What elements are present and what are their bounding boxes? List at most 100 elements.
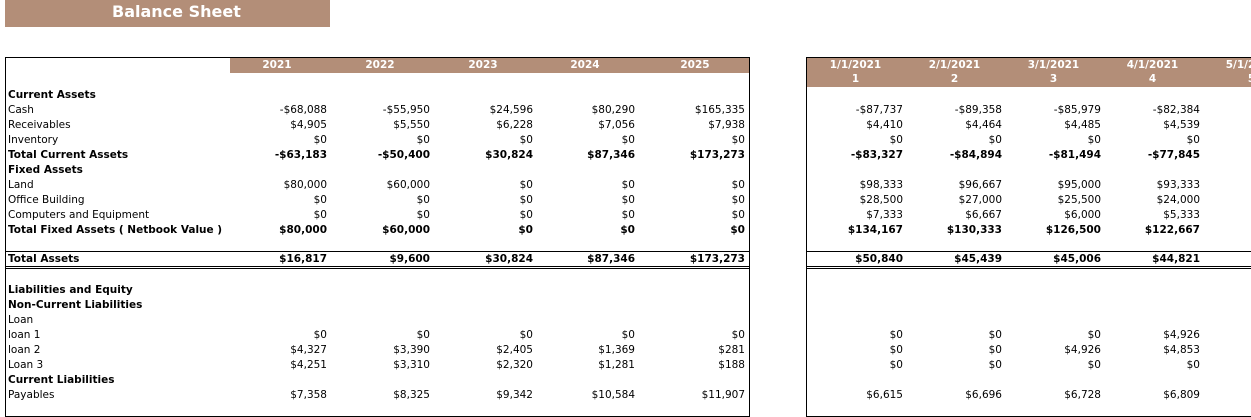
annual-value-cell[interactable]: $8,325 <box>393 389 430 401</box>
monthly-value-cell[interactable]: $0 <box>988 134 1002 146</box>
annual-value-cell[interactable]: $4,905 <box>290 119 327 131</box>
monthly-value-cell[interactable]: -$83,327 <box>850 149 903 161</box>
monthly-value-cell[interactable]: $4,539 <box>1163 119 1200 131</box>
monthly-value-cell[interactable]: $45,006 <box>1053 253 1101 265</box>
annual-value-cell[interactable]: $2,320 <box>496 359 533 371</box>
annual-value-cell[interactable]: $9,600 <box>389 253 430 265</box>
annual-value-cell[interactable]: $0 <box>621 194 635 206</box>
monthly-value-cell[interactable]: -$85,979 <box>1053 104 1101 116</box>
annual-value-cell[interactable]: $0 <box>519 194 533 206</box>
annual-value-cell[interactable]: $0 <box>731 134 745 146</box>
annual-value-cell[interactable]: $6,228 <box>496 119 533 131</box>
annual-value-cell[interactable]: $0 <box>519 329 533 341</box>
annual-value-cell[interactable]: $0 <box>731 179 745 191</box>
monthly-value-cell[interactable]: $6,000 <box>1064 209 1101 221</box>
monthly-value-cell[interactable]: $0 <box>1186 134 1200 146</box>
monthly-value-cell[interactable]: $98,333 <box>859 179 903 191</box>
annual-value-cell[interactable]: $10,584 <box>591 389 635 401</box>
annual-value-cell[interactable]: $0 <box>518 224 533 236</box>
monthly-value-cell[interactable]: $0 <box>988 359 1002 371</box>
annual-value-cell[interactable]: $3,310 <box>393 359 430 371</box>
monthly-value-cell[interactable]: $0 <box>988 344 1002 356</box>
monthly-value-cell[interactable]: $0 <box>1186 359 1200 371</box>
monthly-value-cell[interactable]: $96,667 <box>958 179 1002 191</box>
monthly-value-cell[interactable]: $25,500 <box>1057 194 1101 206</box>
annual-value-cell[interactable]: $30,824 <box>485 253 533 265</box>
annual-value-cell[interactable]: -$50,400 <box>377 149 430 161</box>
monthly-value-cell[interactable]: $0 <box>889 359 903 371</box>
annual-value-cell[interactable]: $1,369 <box>598 344 635 356</box>
annual-value-cell[interactable]: $0 <box>313 329 327 341</box>
annual-value-cell[interactable]: $0 <box>313 134 327 146</box>
annual-value-cell[interactable]: $7,358 <box>290 389 327 401</box>
annual-value-cell[interactable]: $3,390 <box>393 344 430 356</box>
monthly-value-cell[interactable]: $6,615 <box>866 389 903 401</box>
monthly-value-cell[interactable]: $0 <box>889 134 903 146</box>
monthly-value-cell[interactable]: $0 <box>1087 134 1101 146</box>
annual-value-cell[interactable]: $173,273 <box>689 253 745 265</box>
annual-value-cell[interactable]: $87,346 <box>587 149 635 161</box>
monthly-value-cell[interactable]: $0 <box>988 329 1002 341</box>
annual-value-cell[interactable]: $0 <box>416 194 430 206</box>
monthly-value-cell[interactable]: $4,485 <box>1064 119 1101 131</box>
annual-value-cell[interactable]: $0 <box>519 134 533 146</box>
monthly-value-cell[interactable]: $45,439 <box>954 253 1002 265</box>
monthly-value-cell[interactable]: $4,464 <box>965 119 1002 131</box>
annual-value-cell[interactable]: $24,596 <box>489 104 533 116</box>
annual-value-cell[interactable]: -$63,183 <box>274 149 327 161</box>
monthly-value-cell[interactable]: $122,667 <box>1144 224 1200 236</box>
monthly-value-cell[interactable]: -$84,894 <box>949 149 1002 161</box>
monthly-value-cell[interactable]: $4,853 <box>1163 344 1200 356</box>
annual-value-cell[interactable]: $0 <box>313 209 327 221</box>
annual-value-cell[interactable]: $11,907 <box>701 389 745 401</box>
monthly-value-cell[interactable]: $126,500 <box>1045 224 1101 236</box>
annual-value-cell[interactable]: $1,281 <box>598 359 635 371</box>
monthly-value-cell[interactable]: $0 <box>889 329 903 341</box>
monthly-value-cell[interactable]: -$87,737 <box>855 104 903 116</box>
monthly-value-cell[interactable]: $0 <box>1087 329 1101 341</box>
annual-value-cell[interactable]: $0 <box>621 209 635 221</box>
annual-value-cell[interactable]: $7,056 <box>598 119 635 131</box>
annual-value-cell[interactable]: $0 <box>731 209 745 221</box>
monthly-value-cell[interactable]: $50,840 <box>855 253 903 265</box>
annual-value-cell[interactable]: $281 <box>718 344 745 356</box>
monthly-value-cell[interactable]: $4,926 <box>1163 329 1200 341</box>
annual-value-cell[interactable]: $0 <box>730 224 745 236</box>
monthly-value-cell[interactable]: $134,167 <box>847 224 903 236</box>
monthly-value-cell[interactable]: $44,821 <box>1152 253 1200 265</box>
monthly-value-cell[interactable]: -$89,358 <box>954 104 1002 116</box>
monthly-value-cell[interactable]: $6,667 <box>965 209 1002 221</box>
monthly-value-cell[interactable]: $0 <box>1087 359 1101 371</box>
annual-value-cell[interactable]: $9,342 <box>496 389 533 401</box>
annual-value-cell[interactable]: $30,824 <box>485 149 533 161</box>
monthly-value-cell[interactable]: $95,000 <box>1057 179 1101 191</box>
annual-value-cell[interactable]: $0 <box>731 194 745 206</box>
monthly-value-cell[interactable]: $24,000 <box>1156 194 1200 206</box>
monthly-value-cell[interactable]: -$77,845 <box>1147 149 1200 161</box>
monthly-value-cell[interactable]: -$82,384 <box>1152 104 1200 116</box>
monthly-value-cell[interactable]: $0 <box>889 344 903 356</box>
annual-value-cell[interactable]: $80,000 <box>279 224 327 236</box>
annual-value-cell[interactable]: $80,290 <box>591 104 635 116</box>
annual-value-cell[interactable]: $2,405 <box>496 344 533 356</box>
monthly-value-cell[interactable]: $130,333 <box>946 224 1002 236</box>
annual-value-cell[interactable]: $4,251 <box>290 359 327 371</box>
monthly-value-cell[interactable]: $6,809 <box>1163 389 1200 401</box>
annual-value-cell[interactable]: $0 <box>416 134 430 146</box>
monthly-value-cell[interactable]: $6,696 <box>965 389 1002 401</box>
monthly-value-cell[interactable]: $5,333 <box>1163 209 1200 221</box>
monthly-value-cell[interactable]: $4,926 <box>1064 344 1101 356</box>
annual-value-cell[interactable]: $0 <box>313 194 327 206</box>
annual-value-cell[interactable]: $0 <box>731 329 745 341</box>
monthly-value-cell[interactable]: $28,500 <box>859 194 903 206</box>
annual-value-cell[interactable]: $5,550 <box>393 119 430 131</box>
annual-value-cell[interactable]: $0 <box>621 329 635 341</box>
annual-value-cell[interactable]: $0 <box>416 209 430 221</box>
monthly-value-cell[interactable]: $27,000 <box>958 194 1002 206</box>
annual-value-cell[interactable]: -$55,950 <box>382 104 430 116</box>
annual-value-cell[interactable]: $60,000 <box>386 179 430 191</box>
monthly-value-cell[interactable]: $6,728 <box>1064 389 1101 401</box>
annual-value-cell[interactable]: $80,000 <box>283 179 327 191</box>
annual-value-cell[interactable]: $87,346 <box>587 253 635 265</box>
annual-value-cell[interactable]: $188 <box>718 359 745 371</box>
